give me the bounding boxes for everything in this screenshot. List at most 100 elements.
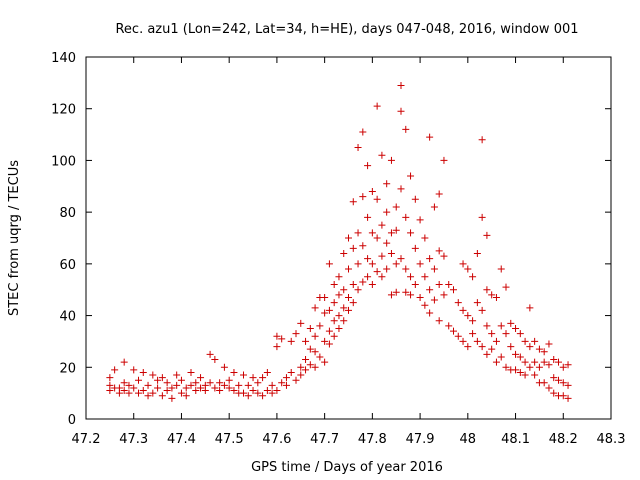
data-point (383, 208, 391, 216)
data-point (173, 371, 181, 379)
data-point (516, 368, 524, 376)
data-point (135, 376, 142, 384)
data-point (397, 107, 405, 115)
data-point (240, 389, 247, 397)
data-point (325, 340, 333, 348)
data-point (531, 358, 539, 366)
data-point (540, 379, 548, 387)
data-point (278, 379, 286, 387)
data-point (368, 281, 376, 289)
data-point (416, 260, 424, 268)
data-point (550, 374, 558, 382)
data-point (345, 293, 352, 301)
data-point (149, 389, 157, 397)
data-point (521, 337, 529, 345)
data-point (168, 384, 176, 392)
data-point (359, 193, 367, 201)
data-point (545, 384, 553, 392)
data-point (478, 306, 486, 314)
data-point (268, 389, 276, 397)
data-point (478, 136, 486, 144)
data-point (197, 374, 205, 382)
data-point (177, 389, 185, 397)
data-point (263, 387, 271, 395)
data-point (120, 387, 128, 395)
data-point (378, 273, 386, 281)
data-point (392, 226, 400, 234)
data-point (497, 265, 505, 273)
data-point (335, 291, 343, 299)
y-tick-label: 60 (59, 258, 76, 273)
data-point (364, 213, 372, 221)
data-point (287, 368, 295, 376)
data-point (373, 195, 381, 203)
data-point (187, 368, 195, 376)
data-point (311, 363, 319, 371)
data-point (345, 265, 352, 273)
data-point (426, 133, 434, 141)
data-point (430, 296, 438, 304)
data-point (139, 387, 147, 395)
data-point (483, 231, 491, 239)
data-point (402, 213, 410, 221)
data-point (340, 250, 348, 258)
data-point (411, 244, 419, 252)
data-point (368, 229, 376, 237)
data-point (306, 361, 314, 369)
data-point (378, 151, 386, 159)
data-point (321, 309, 329, 317)
data-point (354, 144, 362, 151)
data-point (545, 361, 553, 369)
data-point (459, 306, 467, 314)
data-point (249, 374, 257, 382)
data-point (225, 376, 233, 384)
data-point (502, 330, 510, 338)
data-point (445, 281, 453, 289)
data-point (364, 273, 372, 281)
data-point (459, 260, 467, 268)
data-point (240, 371, 247, 379)
data-point (330, 317, 338, 325)
data-point (297, 319, 305, 327)
data-point (464, 265, 472, 273)
data-point (225, 384, 233, 392)
data-point (254, 389, 262, 397)
data-point (555, 376, 562, 384)
x-tick-label: 47.6 (262, 432, 291, 447)
data-point (263, 368, 271, 376)
data-point (426, 309, 434, 317)
x-tick-label: 48.3 (597, 432, 626, 447)
data-point (306, 345, 314, 353)
data-point (335, 312, 343, 320)
data-point (278, 335, 286, 343)
data-point (411, 195, 419, 203)
data-point (392, 288, 400, 296)
data-point (111, 366, 119, 374)
data-point (497, 322, 505, 330)
x-tick-label: 48 (460, 432, 477, 447)
data-point (311, 332, 319, 340)
data-point (445, 322, 453, 330)
data-point (325, 327, 333, 335)
data-point (163, 387, 171, 395)
x-tick-label: 48.2 (549, 432, 578, 447)
data-point (426, 255, 434, 263)
data-point (154, 384, 162, 392)
data-point (516, 330, 524, 338)
data-point (273, 332, 281, 340)
data-point (387, 250, 395, 258)
data-point (521, 371, 529, 379)
data-point (311, 304, 319, 312)
data-point (359, 128, 367, 136)
data-point (450, 327, 457, 335)
data-point (392, 260, 400, 268)
x-tick-label: 47.9 (406, 432, 435, 447)
data-point (120, 358, 128, 366)
data-point (469, 273, 477, 281)
data-point (220, 381, 228, 389)
data-point (540, 348, 548, 356)
data-point (397, 255, 405, 263)
data-point (540, 358, 548, 366)
plot-frame (85, 56, 612, 420)
data-point (564, 394, 572, 402)
